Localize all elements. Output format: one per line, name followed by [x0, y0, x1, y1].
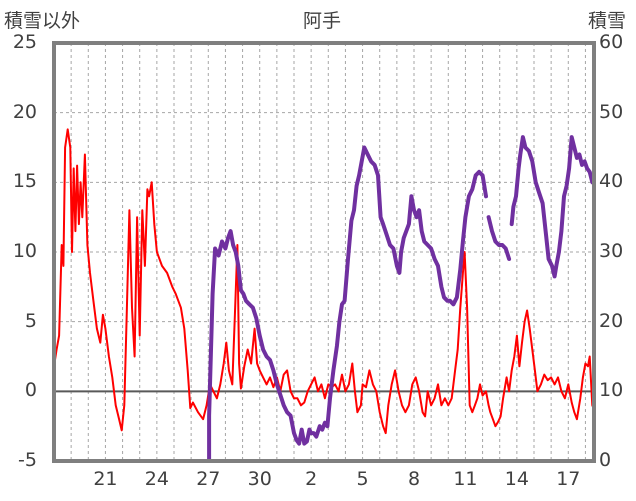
- snow-depth-line-segment-1: [486, 215, 512, 261]
- left-y-tick-label: 5: [24, 309, 37, 332]
- x-tick-label: 21: [93, 468, 118, 490]
- left-y-tick-label: 20: [12, 100, 37, 123]
- x-tick-label: 8: [407, 468, 421, 490]
- right-y-tick-label: 0: [599, 449, 612, 471]
- left-y-tick-label: 25: [12, 31, 37, 53]
- plot-frame: [52, 41, 596, 463]
- x-tick-label: 14: [504, 468, 529, 490]
- x-tick-label: 2: [305, 468, 318, 490]
- right-y-tick-label: 20: [599, 309, 624, 332]
- right-axis-label: 積雪: [588, 10, 627, 32]
- right-y-tick-label: 60: [599, 31, 624, 53]
- chart-title: 阿手: [303, 10, 342, 32]
- right-y-tick-label: 10: [599, 379, 624, 402]
- temperature-line: [53, 128, 595, 435]
- x-tick-label: 24: [144, 468, 169, 490]
- snow-depth-line-segment-0: [52, 145, 488, 463]
- left-axis-label: 積雪以外: [4, 10, 81, 32]
- series-layer: [52, 128, 595, 463]
- snow-depth-line-segment-2: [509, 135, 595, 279]
- x-tick-label: 30: [247, 468, 272, 490]
- x-tick-label: 27: [196, 468, 221, 490]
- x-tick-label: 17: [556, 468, 581, 490]
- left-y-tick-label: 0: [24, 379, 37, 402]
- right-y-tick-label: 40: [599, 170, 624, 193]
- x-tick-label: 11: [453, 468, 478, 490]
- right-y-tick-label: 50: [599, 100, 624, 123]
- x-tick-label: 5: [356, 468, 369, 490]
- right-y-tick-label: 30: [599, 240, 624, 262]
- left-y-tick-label: 15: [12, 170, 37, 193]
- left-y-tick-label: -5: [18, 449, 37, 471]
- left-y-tick-label: 10: [12, 240, 37, 262]
